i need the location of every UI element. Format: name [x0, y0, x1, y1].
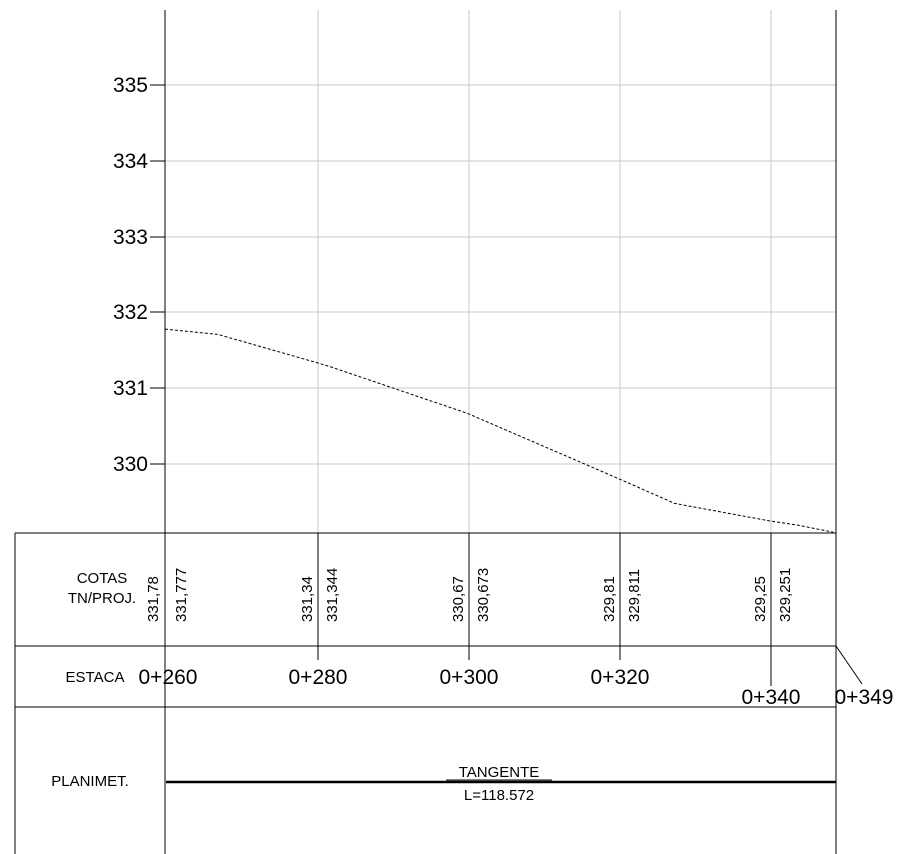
row-label-tn-proj: TN/PROJ. — [68, 590, 136, 607]
cota-proj-value: 330,673 — [475, 568, 492, 622]
estaca-label: 0+340 — [742, 686, 801, 709]
cota-tn-value: 331,34 — [299, 576, 316, 622]
cota-tn-value: 331,78 — [145, 576, 162, 622]
estaca-label: 0+349 — [835, 686, 894, 709]
cota-proj-value: 329,811 — [626, 569, 643, 622]
cota-tn-value: 329,81 — [601, 576, 618, 622]
y-tick-label: 331 — [113, 377, 148, 400]
y-tick-label: 335 — [113, 74, 148, 97]
cota-proj-value: 331,777 — [173, 568, 190, 622]
row-label-cotas: COTAS — [77, 570, 128, 587]
cota-proj-value: 329,251 — [777, 568, 794, 622]
estaca-label: 0+280 — [289, 666, 348, 689]
terrain-profile-line — [164, 328, 834, 533]
y-tick-label: 334 — [113, 150, 148, 173]
cota-tn-value: 329,25 — [752, 576, 769, 622]
y-tick-label: 332 — [113, 301, 148, 324]
tangent-length: L=118.572 — [464, 787, 534, 804]
row-label-estaca: ESTACA — [66, 669, 125, 686]
cota-tn-value: 330,67 — [450, 576, 467, 622]
estaca-label: 0+300 — [440, 666, 499, 689]
tangent-label: TANGENTE — [459, 764, 540, 781]
estaca-leader-line — [835, 645, 863, 685]
cota-proj-value: 331,344 — [324, 568, 341, 622]
estaca-label: 0+260 — [139, 666, 198, 689]
row-label-planimet: PLANIMET. — [51, 773, 129, 790]
y-tick-label: 330 — [113, 453, 148, 476]
estaca-label: 0+320 — [591, 666, 650, 689]
y-tick-label: 333 — [113, 226, 148, 249]
